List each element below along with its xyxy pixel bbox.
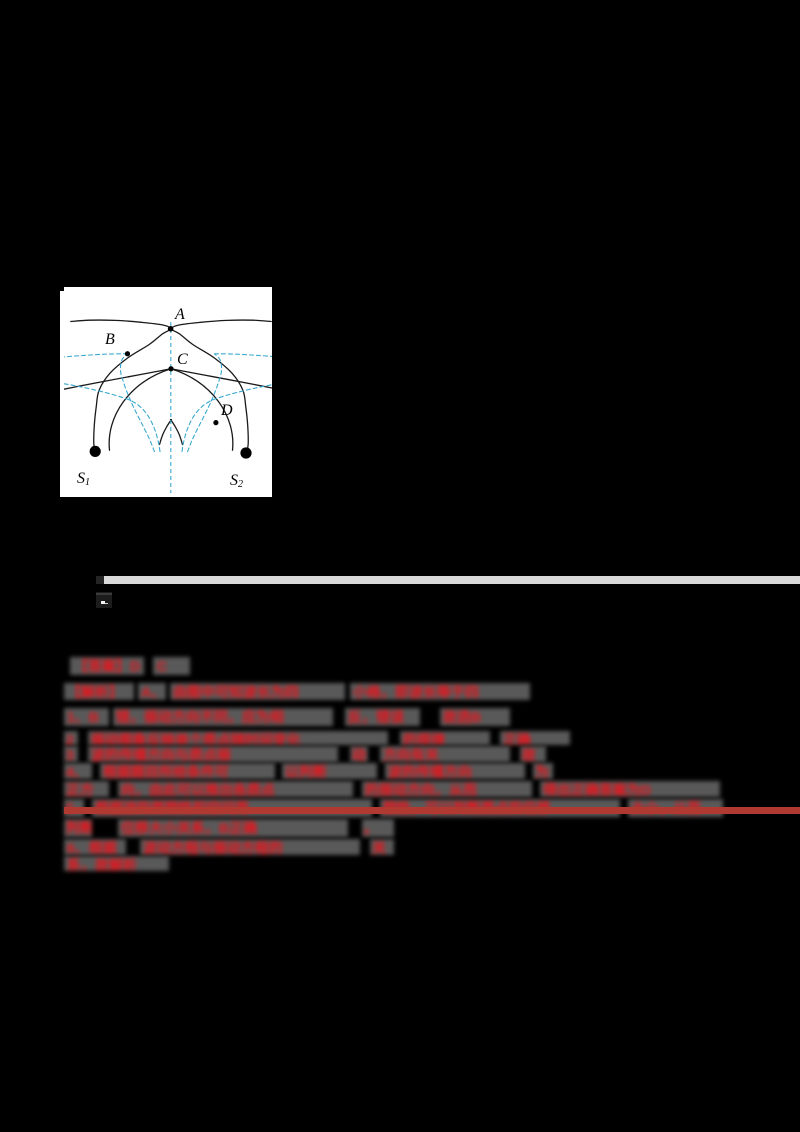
svg-text:D: D — [220, 402, 233, 419]
svg-text:S2: S2 — [230, 472, 243, 490]
svg-text:S1: S1 — [77, 470, 90, 488]
svg-text:A: A — [174, 306, 185, 323]
svg-text:B: B — [105, 331, 115, 348]
svg-text:C: C — [177, 351, 188, 368]
